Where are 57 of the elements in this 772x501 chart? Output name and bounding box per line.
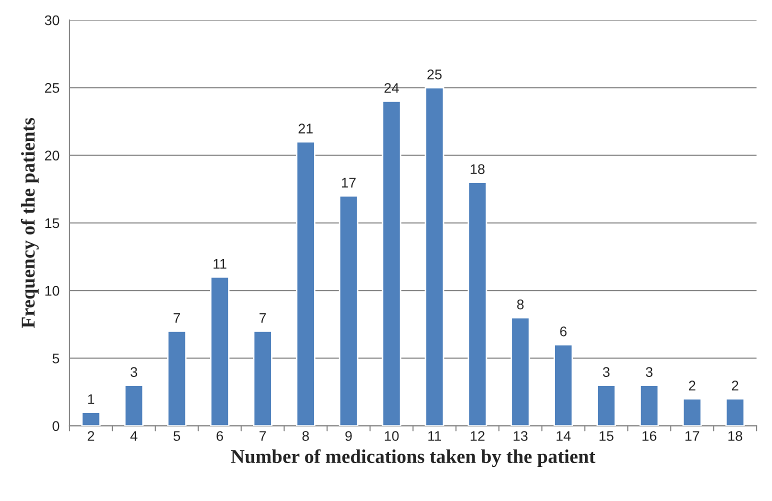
x-tick-label: 7 bbox=[260, 431, 266, 441]
data-label: 7 bbox=[260, 313, 266, 323]
y-tick-label: 10 bbox=[45, 286, 60, 296]
data-label: 6 bbox=[560, 326, 567, 336]
bar bbox=[210, 276, 230, 426]
y-tick-label: 25 bbox=[45, 83, 60, 93]
data-label: 24 bbox=[384, 83, 399, 93]
bar bbox=[725, 398, 745, 426]
y-tick-label: 15 bbox=[45, 218, 60, 228]
data-label: 11 bbox=[214, 259, 226, 269]
data-label: 17 bbox=[342, 178, 356, 188]
data-label: 3 bbox=[130, 367, 138, 377]
bar bbox=[296, 141, 316, 426]
x-tick-label: 8 bbox=[302, 431, 309, 441]
x-tick-label: 13 bbox=[514, 431, 528, 441]
data-label: 2 bbox=[688, 380, 696, 390]
bar bbox=[468, 182, 488, 426]
data-label: 18 bbox=[470, 164, 485, 174]
data-label: 21 bbox=[298, 124, 313, 134]
bar bbox=[424, 86, 444, 426]
x-tick-label: 2 bbox=[88, 431, 94, 441]
y-tick-label: 5 bbox=[52, 354, 60, 364]
data-label: 7 bbox=[174, 313, 180, 323]
data-label: 8 bbox=[517, 300, 524, 310]
data-label: 3 bbox=[646, 367, 652, 377]
bar bbox=[124, 384, 144, 426]
x-tick-label: 11 bbox=[428, 431, 442, 441]
x-tick-label: 14 bbox=[556, 431, 571, 441]
bar bbox=[596, 384, 616, 426]
x-tick-label: 5 bbox=[174, 431, 180, 441]
bar bbox=[639, 384, 659, 426]
data-label: 3 bbox=[602, 367, 610, 377]
x-tick-label: 16 bbox=[642, 431, 656, 441]
y-axis-title: Frequency of the patients bbox=[20, 118, 39, 328]
bar bbox=[253, 330, 272, 426]
x-axis-title: Number of medications taken by the patient bbox=[231, 449, 596, 468]
x-tick-label: 18 bbox=[728, 431, 742, 441]
x-tick-label: 10 bbox=[384, 431, 399, 441]
bar bbox=[510, 316, 530, 426]
x-tick-label: 12 bbox=[470, 431, 484, 441]
bar bbox=[382, 100, 402, 426]
data-label: 1 bbox=[88, 394, 94, 404]
y-tick-label: 20 bbox=[45, 150, 60, 160]
data-label: 25 bbox=[427, 70, 442, 80]
x-tick-label: 17 bbox=[685, 431, 700, 441]
y-tick-label: 30 bbox=[44, 15, 60, 26]
data-label: 2 bbox=[732, 380, 738, 390]
x-tick-label: 9 bbox=[345, 431, 352, 441]
y-tick-label: 0 bbox=[52, 421, 60, 432]
bar bbox=[81, 412, 101, 426]
bar bbox=[554, 344, 574, 426]
x-tick-label: 15 bbox=[600, 431, 614, 441]
x-tick-label: 4 bbox=[130, 431, 138, 441]
bar bbox=[338, 195, 358, 426]
bar bbox=[167, 330, 187, 426]
bar bbox=[682, 398, 702, 426]
x-tick-label: 6 bbox=[216, 431, 224, 441]
